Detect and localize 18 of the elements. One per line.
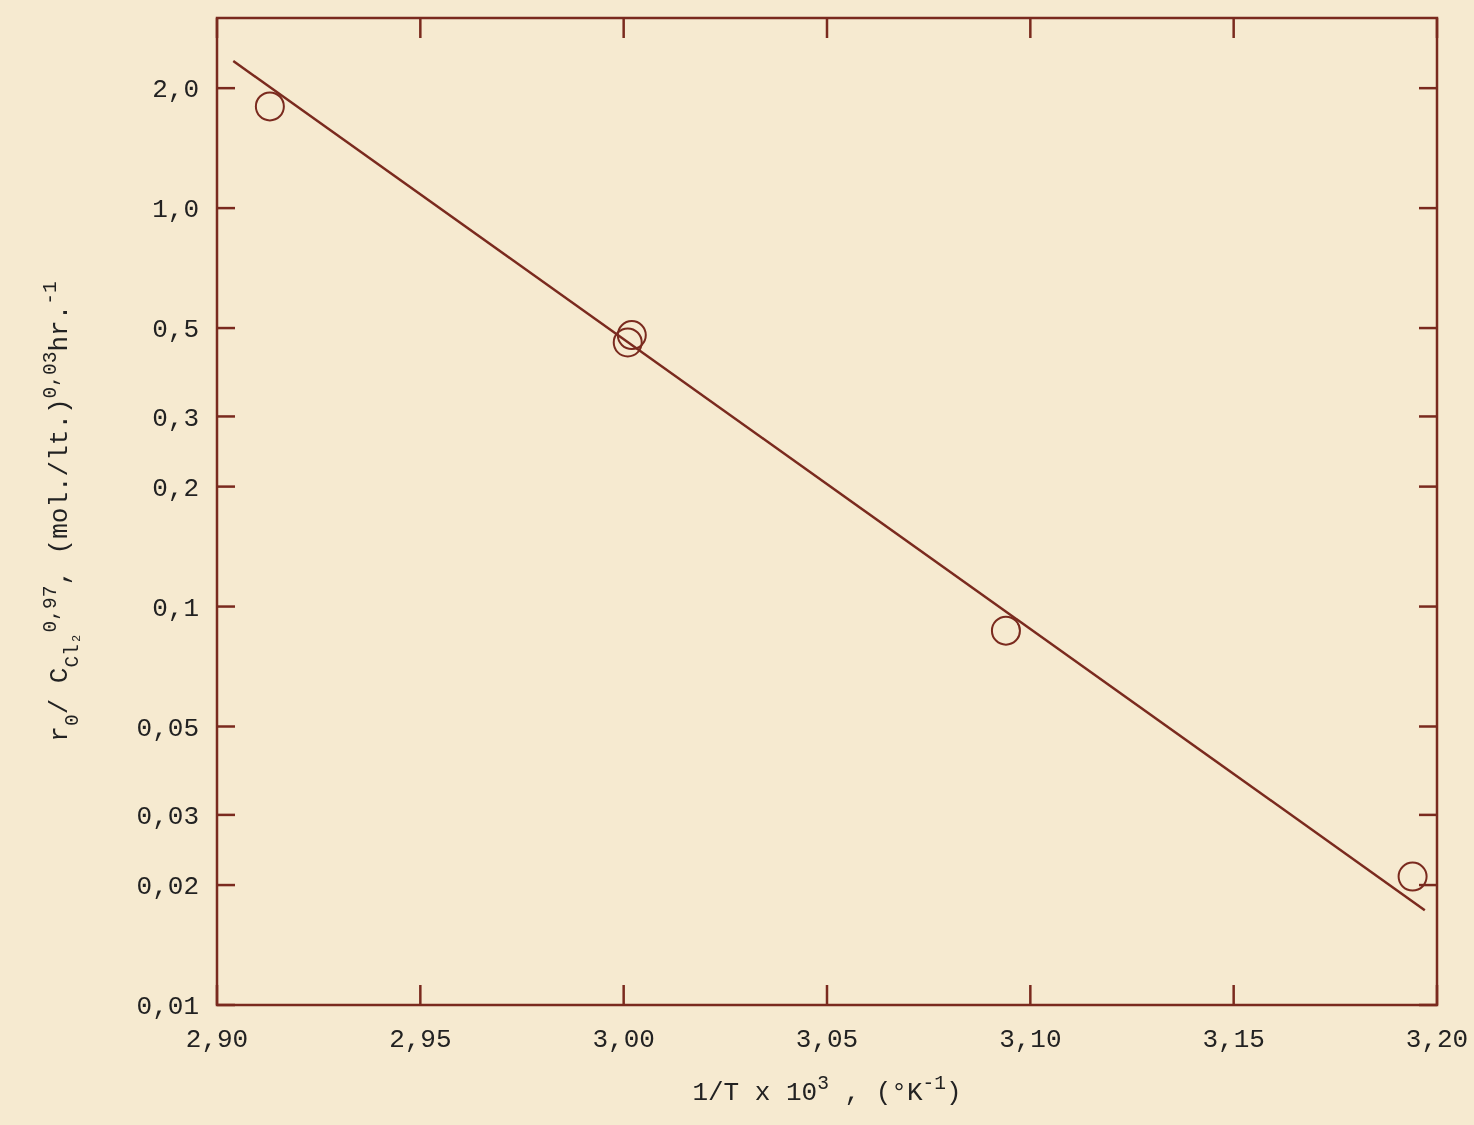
x-tick-label: 3,05	[795, 1025, 859, 1055]
x-tick-label: 2,95	[389, 1025, 452, 1055]
x-tick-label: 3,20	[1405, 1025, 1469, 1055]
y-tick-label: 0,01	[136, 992, 199, 1023]
x-tick-label: 3,00	[592, 1025, 655, 1055]
x-axis-title: 1/T x 10$^{3}$ , (°K$^{-1}$)	[692, 1073, 962, 1108]
y-tick-label: 0,5	[152, 315, 199, 346]
y-tick-label: 1,0	[152, 195, 199, 226]
y-tick-label: 2,0	[152, 75, 199, 106]
x-tick-label: 2,90	[185, 1025, 249, 1055]
x-tick-label: 3,15	[1202, 1025, 1265, 1055]
y-tick-label: 0,2	[152, 473, 199, 504]
y-tick-label: 0,1	[152, 593, 199, 624]
y-tick-label: 0,03	[136, 801, 199, 832]
y-tick-label: 0,05	[136, 713, 199, 744]
y-tick-label: 0,3	[152, 403, 199, 434]
x-tick-label: 3,10	[999, 1025, 1062, 1055]
y-tick-label: 0,02	[136, 872, 199, 903]
